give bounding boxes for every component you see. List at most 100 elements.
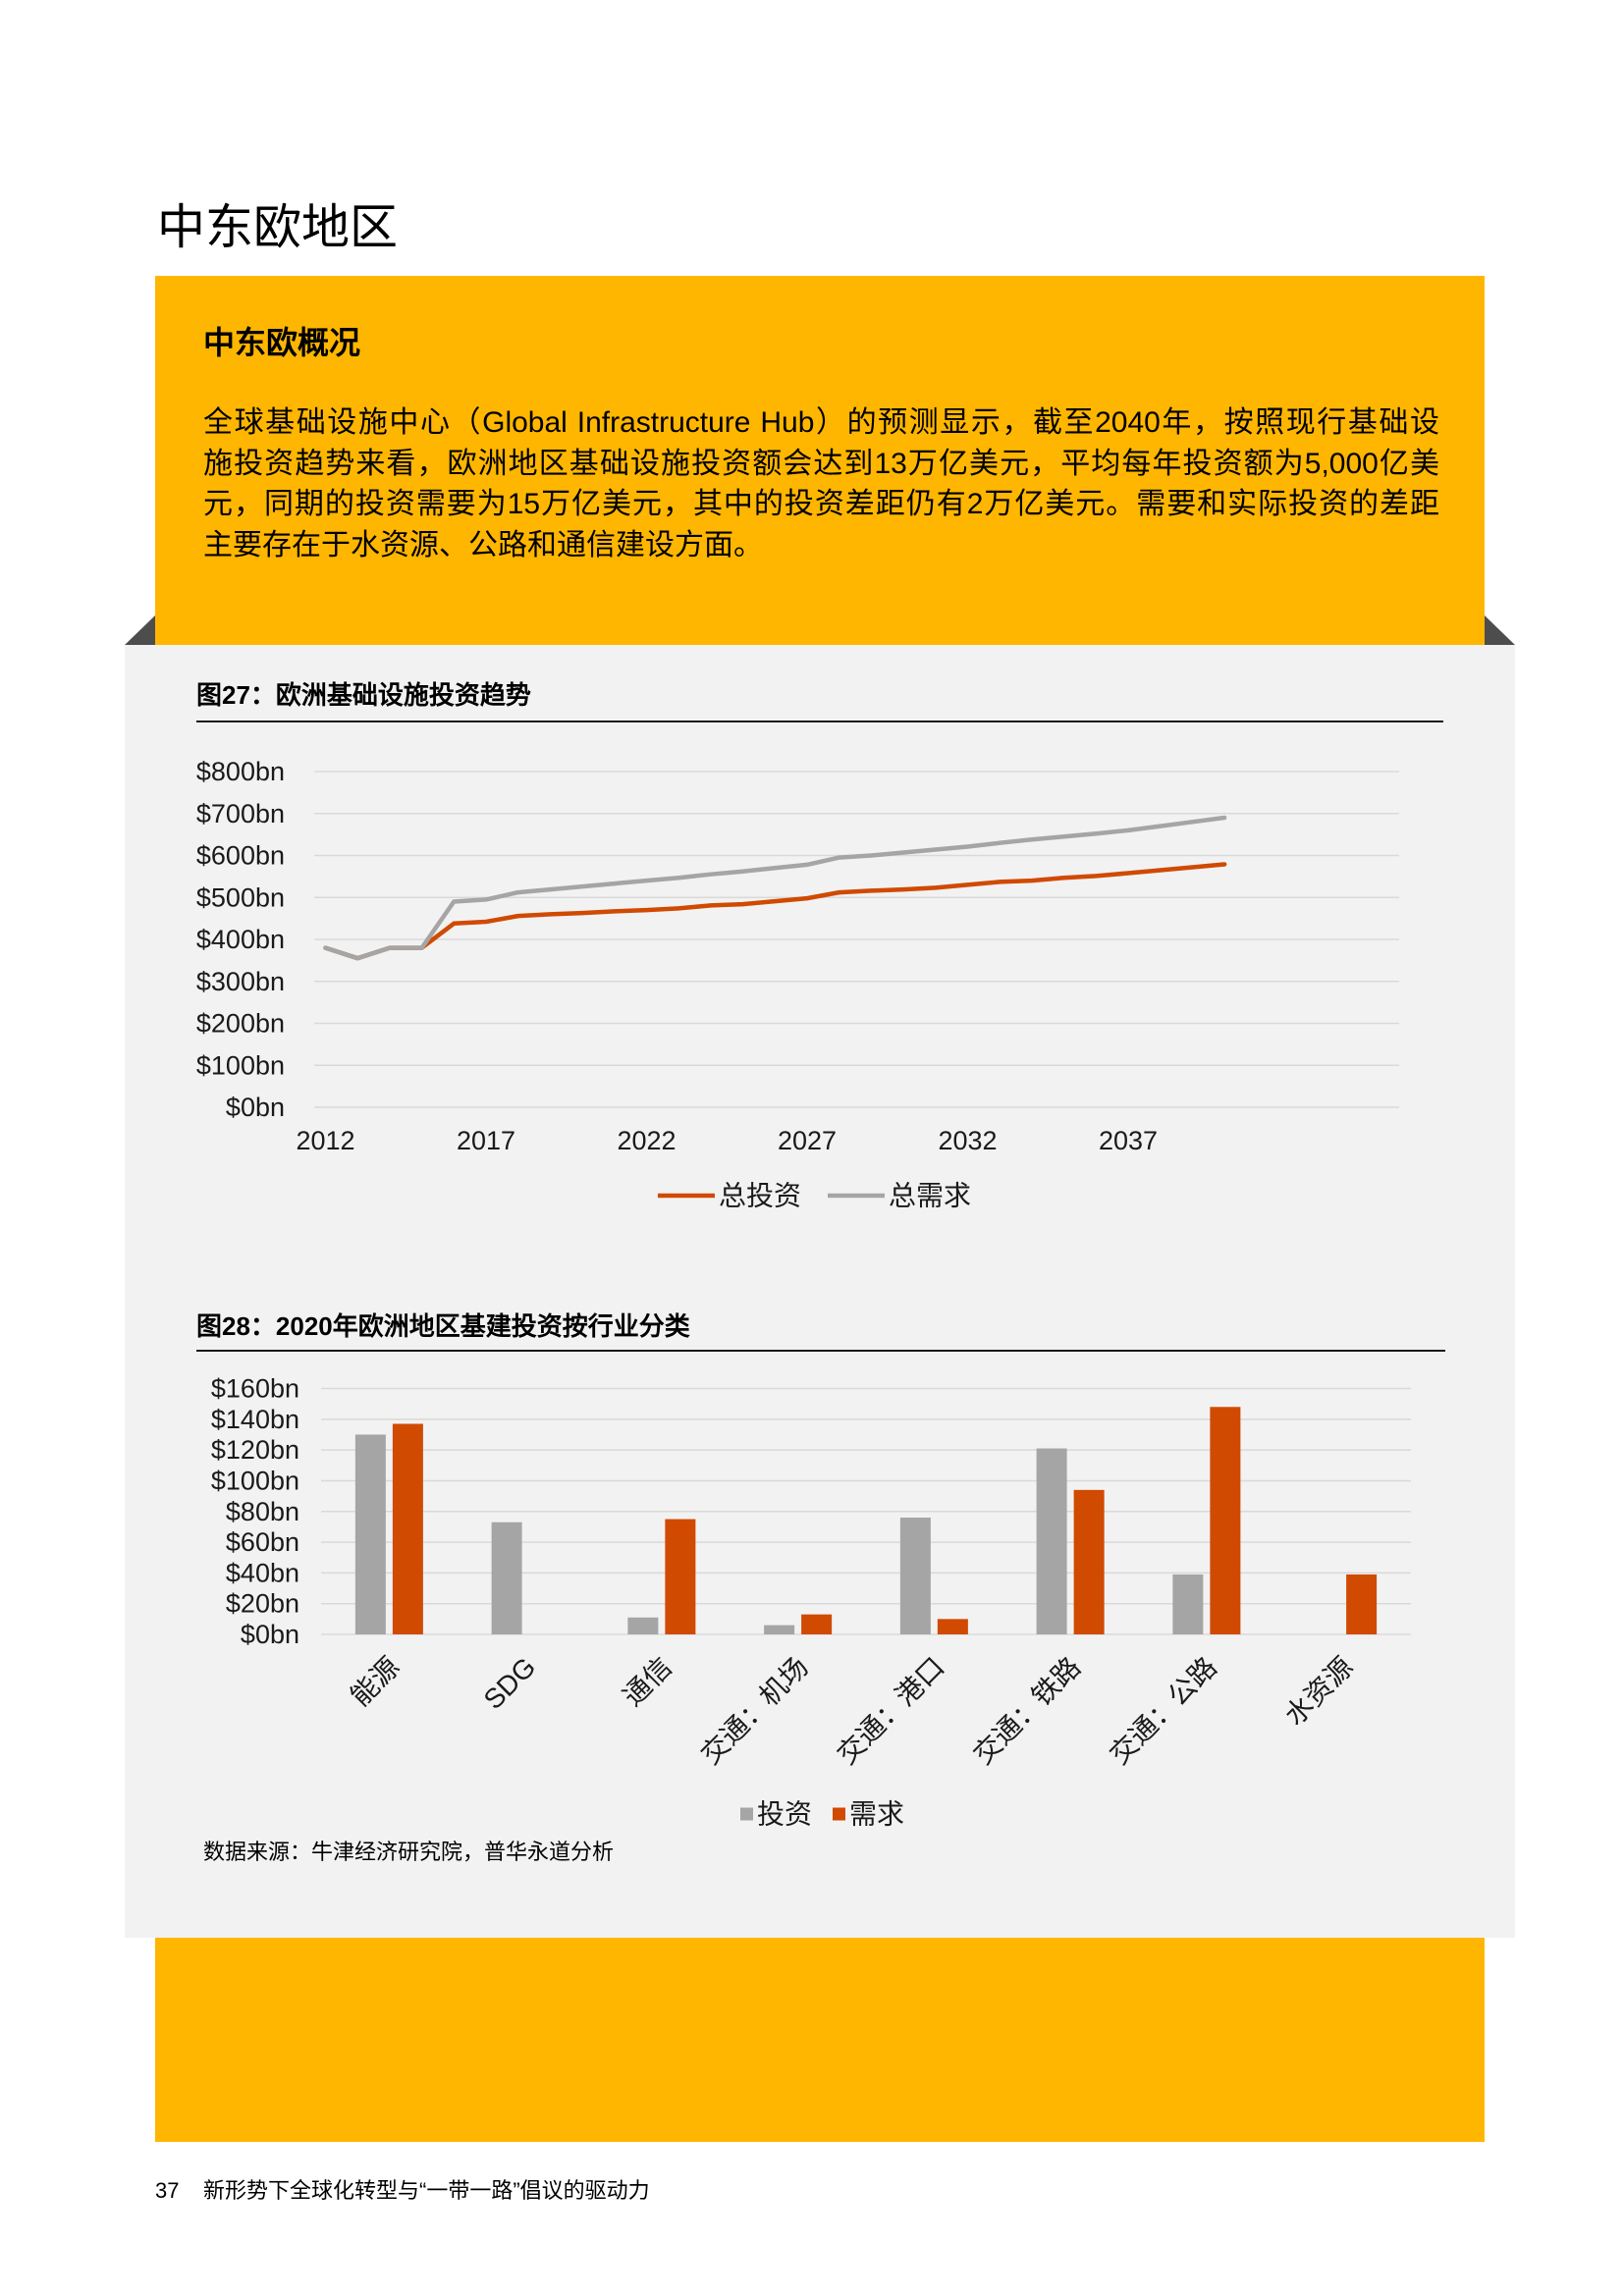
data-point (933, 847, 938, 852)
bar-series-2 (937, 1619, 968, 1634)
data-point (708, 872, 713, 877)
data-point (1029, 879, 1034, 883)
category-label: 交通：铁路 (967, 1651, 1086, 1770)
data-point (1190, 865, 1195, 870)
section-title: 中东欧地区 (157, 201, 399, 254)
category-label: 交通：港口 (832, 1651, 950, 1770)
sector-investment-bar-chart: $0bn$20bn$40bn$60bn$80bn$100bn$120bn$140… (211, 1374, 1411, 1830)
y-tick-label: $160bn (211, 1374, 299, 1404)
data-point (355, 956, 360, 961)
bar-series-1 (354, 1434, 386, 1634)
x-tick-label: 2017 (457, 1126, 515, 1155)
figure-28-title: 图28：2020年欧洲地区基建投资按行业分类 (196, 1311, 690, 1341)
y-tick-label: $60bn (226, 1527, 299, 1557)
bar-series-1 (1036, 1448, 1067, 1634)
data-point (773, 866, 778, 871)
data-point (869, 853, 874, 858)
category-label: 交通：公路 (1104, 1651, 1222, 1770)
data-point (1029, 837, 1034, 842)
y-tick-label: $400bn (196, 925, 285, 954)
y-tick-label: $40bn (226, 1558, 299, 1587)
data-point (677, 906, 681, 911)
legend-swatch (833, 1807, 845, 1821)
data-point (515, 890, 520, 895)
investment-trend-line-chart: $0bn $100bn $200bn $300bn $400bn $500bn $600bn… (196, 757, 1399, 1211)
bar-series-2 (1073, 1489, 1105, 1634)
data-point (612, 881, 617, 886)
figure-27-title: 图27：欧洲基础设施投资趋势 (196, 680, 531, 710)
y-tick-label: $600bn (196, 841, 285, 871)
data-point (612, 909, 617, 914)
data-point (740, 869, 745, 874)
data-point (452, 921, 457, 926)
data-point (677, 876, 681, 881)
bar-series-1 (491, 1522, 522, 1634)
data-point (965, 882, 970, 887)
data-point (323, 945, 328, 950)
y-tick-label: $140bn (211, 1405, 299, 1434)
category-label: 通信 (618, 1651, 678, 1712)
data-point (998, 840, 1002, 845)
y-tick-label: $800bn (196, 757, 285, 786)
data-point (901, 850, 906, 855)
data-point (484, 920, 488, 925)
y-tick-label: $500bn (196, 882, 285, 912)
paragraph-line: 元，同期的投资需要为15万亿美元，其中的投资差距仍有2万亿美元。需要和实际投资的… (203, 488, 1439, 520)
data-point (1094, 874, 1099, 879)
data-point (998, 880, 1002, 884)
paragraph-line: 主要存在于水资源、公路和通信建设方面。 (203, 528, 763, 561)
bar-series-2 (801, 1614, 833, 1634)
legend-label: 投资 (757, 1799, 812, 1830)
legend-swatch (740, 1807, 753, 1821)
bar-series-1 (1172, 1574, 1204, 1634)
y-tick-label: $0bn (241, 1620, 299, 1649)
source-note: 数据来源：牛津经济研究院，普华永道分析 (203, 1840, 615, 1864)
data-point (933, 885, 938, 890)
data-point (740, 902, 745, 907)
x-tick-label: 2037 (1099, 1126, 1158, 1155)
legend-label: 总投资 (719, 1181, 801, 1211)
data-point (580, 911, 585, 916)
line-series-2 (323, 815, 1227, 961)
data-point (644, 908, 649, 913)
bar-series-1 (899, 1518, 931, 1634)
series-line (323, 862, 1227, 961)
panel-fold-left (125, 615, 155, 645)
data-point (773, 899, 778, 904)
data-point (805, 896, 809, 901)
paragraph-line: 全球基础设施中心（Global Infrastructure Hub）的预测显示… (203, 406, 1439, 439)
data-point (1158, 868, 1163, 873)
y-tick-label: $700bn (196, 799, 285, 828)
x-tick-label: 2012 (296, 1126, 354, 1155)
category-label: SDG (478, 1651, 542, 1715)
legend-label: 总需求 (889, 1181, 971, 1211)
y-tick-label: $0bn (226, 1093, 285, 1122)
legend-label: 需求 (849, 1799, 904, 1830)
gridlines (314, 771, 1399, 1108)
paragraph-line: 施投资趋势来看，欧洲地区基础设施投资额会达到13万亿美元，平均每年投资额为5,0… (203, 447, 1439, 480)
data-point (837, 890, 841, 895)
figure-27-title-rule (196, 721, 1443, 722)
data-point (452, 899, 457, 904)
data-point (484, 897, 488, 902)
data-point (419, 945, 424, 950)
bar-series-1 (627, 1617, 659, 1634)
data-point (1126, 828, 1130, 832)
overview-heading: 中东欧概况 (203, 325, 361, 360)
data-point (580, 884, 585, 889)
data-point (644, 879, 649, 883)
overview-paragraph: 全球基础设施中心（Global Infrastructure Hub）的预测显示… (203, 402, 1439, 565)
data-point (805, 862, 809, 867)
data-point (1061, 834, 1066, 839)
data-point (1222, 862, 1227, 867)
data-point (1126, 871, 1130, 876)
x-tick-label: 2027 (778, 1126, 837, 1155)
series-line (323, 815, 1227, 961)
bottom-accent-block (155, 1938, 1485, 2142)
y-tick-label: $200bn (196, 1009, 285, 1039)
data-point (869, 888, 874, 893)
category-label: 水资源 (1279, 1651, 1359, 1731)
x-tick-label: 2032 (938, 1126, 997, 1155)
x-tick-label: 2022 (617, 1126, 676, 1155)
data-point (1158, 824, 1163, 828)
